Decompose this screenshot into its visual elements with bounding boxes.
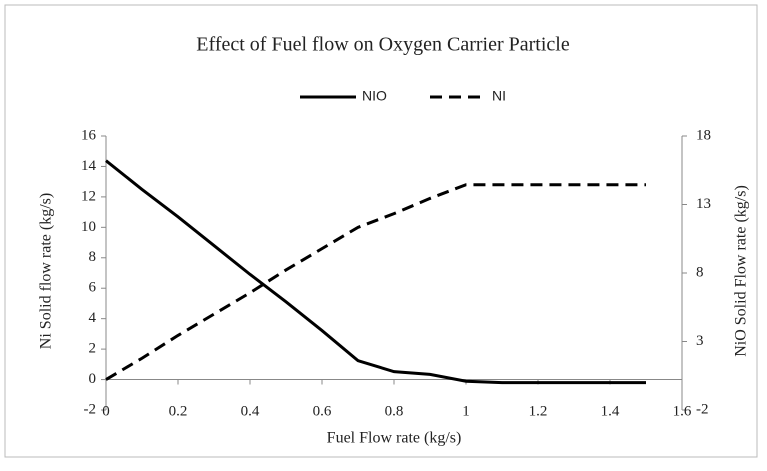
x-tick-label: 0.4 xyxy=(241,403,260,419)
legend-label: NIO xyxy=(362,88,387,104)
y2-tick-label: 18 xyxy=(696,127,711,143)
x-tick-label: 1.6 xyxy=(673,403,692,419)
y2-tick-label: 8 xyxy=(696,264,704,280)
y2-tick-label: 3 xyxy=(696,333,704,349)
y-axis-label: Ni Solid flow rate (kg/s) xyxy=(38,193,55,349)
x-tick-label: 0.8 xyxy=(385,403,404,419)
series-line xyxy=(105,159,646,385)
y2-tick-label: -2 xyxy=(696,401,709,417)
x-tick-label: 1.4 xyxy=(601,403,620,419)
y-tick-label: 4 xyxy=(89,310,97,326)
chart-border xyxy=(4,4,758,458)
x-axis-label: Fuel Flow rate (kg/s) xyxy=(327,430,462,447)
legend-label: NI xyxy=(492,88,506,104)
y-tick-label: 12 xyxy=(81,188,96,204)
y-tick-label: 16 xyxy=(81,127,97,143)
y-tick-label: 8 xyxy=(89,249,97,265)
y-tick-label: 6 xyxy=(89,280,97,296)
y2-axis-label: NiO Solid Flow rate (kg/s) xyxy=(733,185,750,357)
x-tick-label: 1.2 xyxy=(529,403,548,419)
y-tick-label: 0 xyxy=(89,371,97,387)
y-tick-label: -2 xyxy=(84,401,97,417)
y2-tick-label: 13 xyxy=(696,196,711,212)
x-tick-label: 0.6 xyxy=(313,403,332,419)
x-tick-label: 0.2 xyxy=(169,403,188,419)
chart-title: Effect of Fuel flow on Oxygen Carrier Pa… xyxy=(196,34,570,56)
y-tick-label: 14 xyxy=(81,158,97,174)
x-tick-label: 1 xyxy=(462,403,470,419)
series-line xyxy=(105,183,646,381)
x-tick-label: 0 xyxy=(102,403,110,419)
y-tick-label: 2 xyxy=(89,341,97,357)
y-tick-label: 10 xyxy=(81,219,96,235)
